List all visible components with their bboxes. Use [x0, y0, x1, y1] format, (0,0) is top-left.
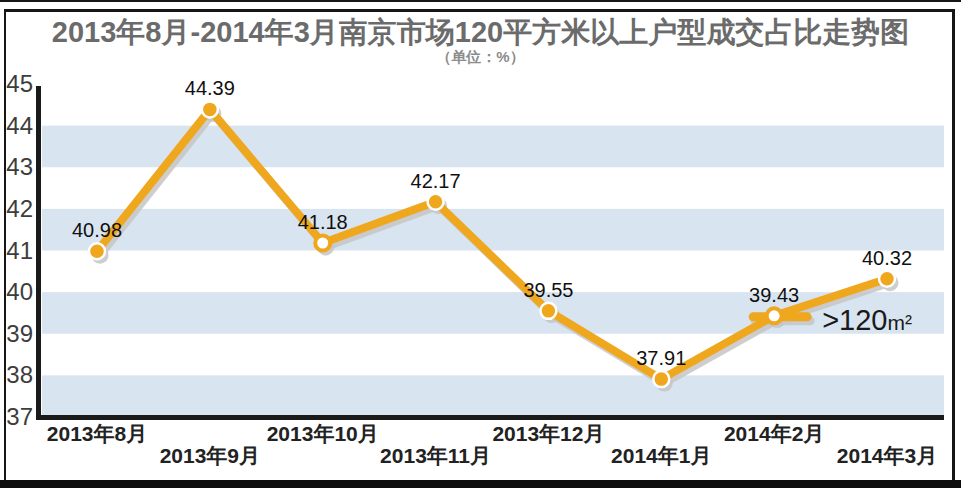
x-axis-label: 2014年2月 [724, 422, 824, 445]
data-value-label: 39.55 [523, 279, 573, 301]
data-value-label: 41.18 [298, 211, 348, 233]
y-axis-tick-label: 44 [6, 112, 33, 139]
data-point-marker [653, 371, 669, 387]
y-axis-tick-label: 43 [6, 153, 33, 180]
data-value-label: 40.32 [862, 247, 912, 269]
data-point-marker [428, 194, 444, 210]
x-axis-line [36, 415, 944, 420]
x-axis-label: 2013年12月 [492, 422, 604, 445]
data-point-marker [767, 308, 782, 323]
data-value-label: 39.43 [749, 284, 799, 306]
x-axis-label: 2013年10月 [267, 422, 379, 445]
y-axis-tick-label: 45 [6, 70, 33, 97]
data-point-marker [540, 303, 556, 319]
y-axis-tick-label: 39 [6, 320, 33, 347]
y-axis-tick-label: 41 [6, 237, 33, 264]
y-axis-tick-label: 38 [6, 361, 33, 388]
data-point-marker [202, 101, 218, 117]
data-value-label: 40.98 [72, 219, 122, 241]
x-axis-label: 2014年1月 [611, 444, 711, 467]
data-value-label: 37.91 [636, 347, 686, 369]
x-axis-label: 2013年9月 [160, 444, 260, 467]
grid-band [42, 375, 944, 417]
data-point-marker [315, 236, 330, 251]
data-value-label: 44.39 [185, 77, 235, 99]
x-axis-label: 2013年11月 [380, 444, 491, 467]
y-axis-tick-label: 40 [6, 278, 33, 305]
grid-band [42, 209, 944, 251]
y-axis-tick-label: 42 [6, 195, 33, 222]
infographic-page: 2013年8月-2014年3月南京市场120平方米以上户型成交占比走势图 （单位… [0, 0, 961, 494]
x-axis-label: 2013年8月 [47, 422, 147, 445]
data-point-marker [879, 271, 895, 287]
y-axis-tick-label: 37 [6, 403, 33, 430]
data-point-marker [89, 243, 105, 259]
chart-canvas: 45 44 43 42 41 40 39 38 37 2013年8月 2013年9月 2013年10月… [0, 0, 961, 494]
y-axis-line [36, 86, 41, 420]
x-axis-label: 2014年3月 [837, 444, 937, 467]
data-value-label: 42.17 [411, 170, 461, 192]
